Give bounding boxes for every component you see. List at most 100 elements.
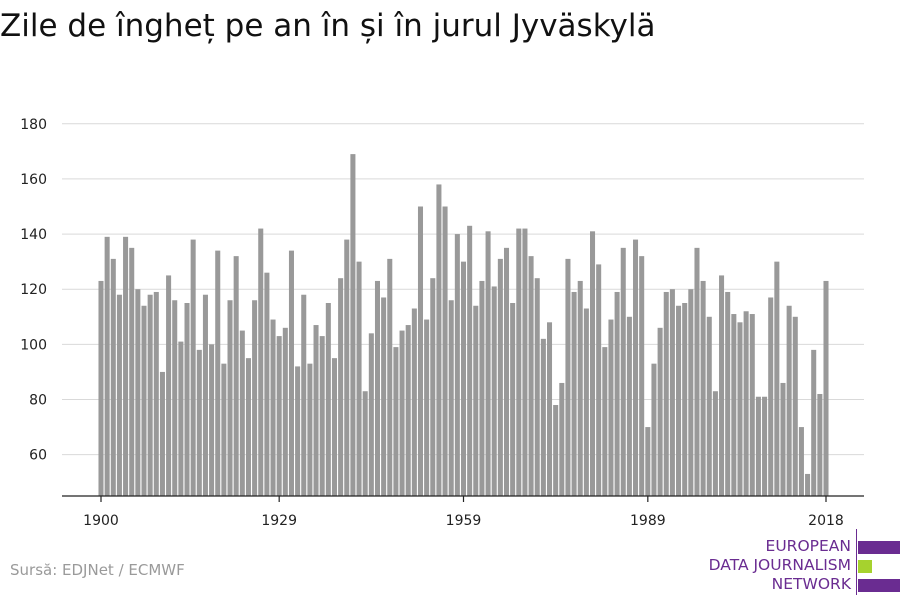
- bar-1931: [288, 250, 294, 496]
- source-note: Sursă: EDJNet / ECMWF: [10, 561, 185, 579]
- bar-1971: [534, 278, 540, 496]
- bar-1954: [430, 278, 436, 496]
- bar-1922: [233, 256, 239, 496]
- bar-1996: [688, 289, 694, 496]
- bar-1908: [147, 294, 153, 496]
- bar-1968: [516, 228, 522, 497]
- x-tick-label: 1900: [83, 513, 119, 529]
- y-tick-label: 60: [29, 448, 47, 464]
- logo-line-network: NETWORK: [771, 575, 851, 593]
- bar-1980: [590, 231, 596, 497]
- y-tick-label: 140: [20, 227, 47, 243]
- bar-2006: [749, 314, 755, 496]
- bar-1951: [411, 308, 417, 496]
- bar-2002: [725, 291, 731, 496]
- bar-1958: [454, 234, 460, 497]
- bar-2005: [743, 311, 749, 496]
- bar-1933: [301, 294, 307, 496]
- bar-1917: [202, 294, 208, 496]
- bar-1950: [405, 325, 411, 496]
- bar-1989: [645, 427, 651, 496]
- bar-2009: [768, 297, 774, 496]
- x-tick-label: 1959: [446, 513, 482, 529]
- bar-1926: [258, 228, 264, 497]
- bar-1948: [393, 347, 399, 496]
- bar-1969: [522, 228, 528, 497]
- bar-1918: [209, 344, 215, 496]
- bar-1939: [338, 278, 344, 496]
- bar-2018: [823, 280, 829, 496]
- bar-1916: [196, 349, 202, 496]
- bar-1901: [104, 236, 110, 497]
- bar-2017: [817, 393, 823, 496]
- bar-1962: [479, 280, 485, 496]
- bar-1900: [98, 280, 104, 496]
- bar-1981: [596, 264, 602, 496]
- bar-1930: [282, 327, 288, 496]
- bar-1998: [700, 280, 706, 496]
- bar-1961: [473, 305, 479, 496]
- y-tick-label: 120: [20, 282, 47, 298]
- bar-2004: [737, 322, 743, 496]
- bar-1995: [682, 303, 688, 496]
- bar-1976: [565, 258, 571, 496]
- bar-1905: [129, 247, 135, 496]
- logo-bar-bottom: [858, 579, 900, 592]
- x-axis-ticks: 1900 1929 1959 1989 2018: [83, 496, 844, 529]
- bar-2012: [786, 305, 792, 496]
- bar-1956: [442, 206, 448, 496]
- bar-1907: [141, 305, 147, 496]
- bar-1960: [467, 225, 473, 497]
- logo-line-european: EUROPEAN: [765, 537, 851, 555]
- bar-1984: [614, 291, 620, 496]
- bar-1999: [706, 316, 712, 496]
- bar-1925: [252, 300, 258, 496]
- bar-1903: [116, 294, 122, 496]
- bar-1964: [491, 286, 497, 496]
- bar-2008: [762, 396, 768, 496]
- bars: [98, 154, 829, 497]
- bar-1977: [571, 291, 577, 496]
- y-axis-ticks: 60 80 100 120 140 160 180: [20, 117, 47, 464]
- bar-1934: [307, 363, 313, 496]
- bar-1994: [676, 305, 682, 496]
- bar-1966: [503, 247, 510, 496]
- x-tick-label: 1929: [261, 513, 297, 529]
- logo-divider: [856, 529, 857, 595]
- bar-1924: [245, 358, 251, 496]
- y-tick-label: 160: [20, 172, 47, 188]
- bar-1988: [639, 256, 645, 496]
- bar-1935: [313, 325, 319, 496]
- bar-1957: [448, 300, 454, 496]
- bar-1952: [417, 206, 424, 496]
- bar-2003: [731, 314, 737, 496]
- bar-2014: [798, 427, 804, 496]
- bar-1902: [110, 258, 116, 496]
- bar-1938: [331, 358, 337, 496]
- bar-1974: [553, 405, 559, 496]
- bar-1911: [166, 275, 172, 496]
- bar-2000: [712, 391, 718, 496]
- bar-1970: [528, 256, 534, 496]
- bar-2013: [792, 316, 798, 496]
- bar-1975: [559, 382, 565, 496]
- bar-1983: [608, 319, 614, 496]
- bar-1940: [344, 239, 350, 497]
- bar-1913: [178, 341, 184, 496]
- bar-1982: [602, 347, 608, 496]
- bar-2001: [719, 275, 725, 496]
- logo-bar-top: [858, 541, 900, 554]
- bar-2011: [780, 382, 786, 496]
- y-tick-label: 80: [29, 393, 47, 409]
- y-tick-label: 100: [20, 337, 47, 353]
- bar-1915: [190, 239, 196, 497]
- bar-1990: [651, 363, 657, 496]
- bar-1932: [295, 366, 301, 496]
- bar-2007: [755, 396, 761, 496]
- bar-1963: [485, 231, 491, 497]
- bar-1906: [135, 289, 141, 496]
- bar-1936: [319, 336, 325, 496]
- bar-2010: [774, 261, 780, 496]
- bar-1986: [626, 316, 632, 496]
